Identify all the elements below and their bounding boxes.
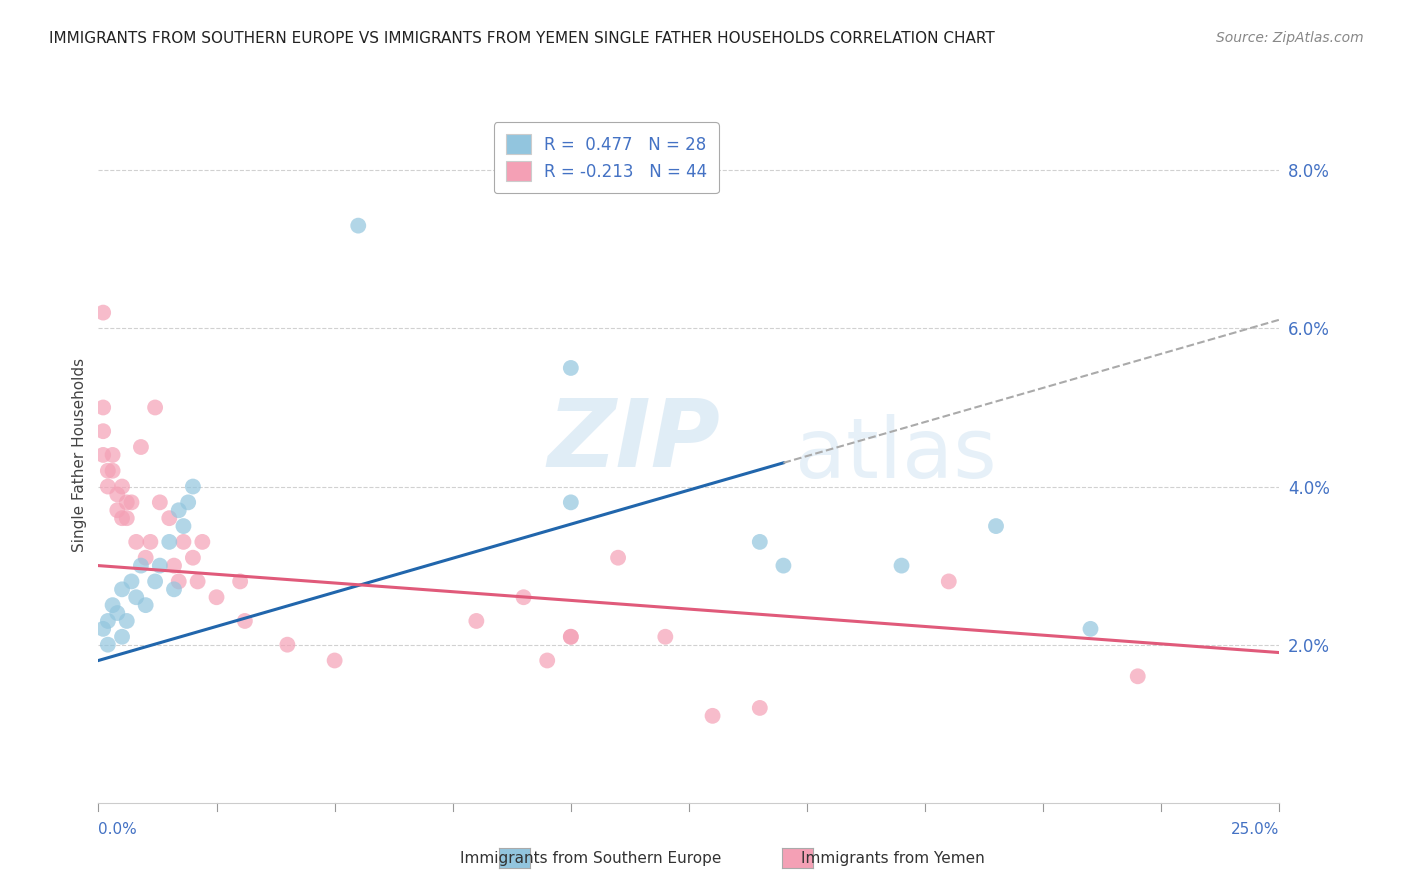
Point [135,598,157,612]
Point [772,558,794,573]
Point [121,574,143,589]
Text: ZIP: ZIP [547,395,720,487]
Point [97,638,120,652]
Point [111,511,134,525]
Point [115,511,138,525]
Point [135,550,157,565]
Point [101,464,124,478]
Point [177,495,200,509]
Point [91,448,114,462]
Legend: R =  0.477   N = 28, R = -0.213   N = 44: R = 0.477 N = 28, R = -0.213 N = 44 [494,122,718,193]
Point [101,598,124,612]
Point [205,591,228,605]
Point [91,622,114,636]
Point [97,614,120,628]
Point [233,614,256,628]
Point [748,701,770,715]
Point [139,534,162,549]
Point [111,582,134,597]
Point [105,503,128,517]
Point [276,638,298,652]
Point [560,495,582,509]
Y-axis label: Single Father Households: Single Father Households [72,358,87,552]
Point [121,495,143,509]
Point [187,574,209,589]
Point [323,653,346,667]
Point [149,558,172,573]
Point [163,558,186,573]
Point [560,360,582,375]
Point [938,574,960,589]
Point [101,448,124,462]
Point [984,519,1007,533]
Point [181,479,204,493]
Point [149,495,172,509]
Point [229,574,252,589]
Point [97,479,120,493]
Point [167,503,190,517]
Text: IMMIGRANTS FROM SOUTHERN EUROPE VS IMMIGRANTS FROM YEMEN SINGLE FATHER HOUSEHOLD: IMMIGRANTS FROM SOUTHERN EUROPE VS IMMIG… [49,31,995,46]
Point [560,630,582,644]
Text: Immigrants from Yemen: Immigrants from Yemen [801,851,984,865]
Point [172,519,194,533]
Point [167,574,190,589]
Point [129,558,152,573]
Point [654,630,676,644]
Point [465,614,488,628]
Point [512,591,534,605]
Point [125,534,148,549]
Point [125,591,148,605]
Point [890,558,912,573]
Point [181,550,204,565]
Point [111,630,134,644]
Point [143,574,166,589]
Point [91,305,114,319]
Point [143,401,166,415]
Point [560,630,582,644]
Point [347,219,370,233]
Point [163,582,186,597]
Point [97,464,120,478]
Point [157,511,180,525]
Point [748,534,770,549]
Point [1126,669,1149,683]
Point [1080,622,1102,636]
Text: Source: ZipAtlas.com: Source: ZipAtlas.com [1216,31,1364,45]
Point [702,708,724,723]
Point [536,653,558,667]
Text: Immigrants from Southern Europe: Immigrants from Southern Europe [460,851,721,865]
Point [115,614,138,628]
Point [172,534,194,549]
Text: 0.0%: 0.0% [98,822,138,837]
Point [105,487,128,501]
Point [91,401,114,415]
Text: atlas: atlas [796,415,997,495]
Point [91,424,114,438]
Point [105,606,128,620]
Point [607,550,630,565]
Point [129,440,152,454]
Point [191,534,214,549]
Point [111,479,134,493]
Text: 25.0%: 25.0% [1232,822,1279,837]
Point [115,495,138,509]
Point [157,534,180,549]
